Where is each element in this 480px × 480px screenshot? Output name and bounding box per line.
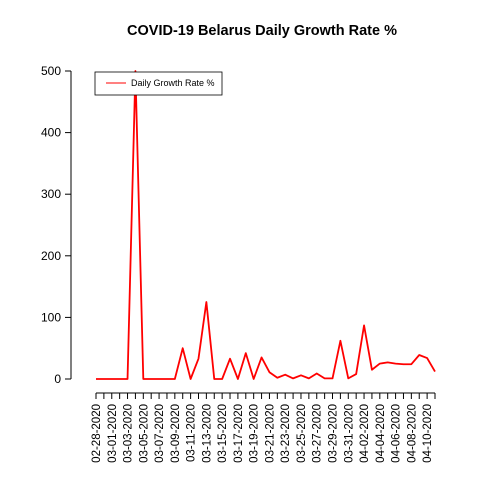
series-layer	[96, 71, 435, 379]
x-tick-label: 04-06-2020	[391, 404, 403, 463]
legend-label: Daily Growth Rate %	[131, 78, 215, 88]
x-tick-label: 03-27-2020	[312, 404, 324, 463]
x-tick-label: 03-19-2020	[249, 404, 261, 463]
y-tick-label: 100	[41, 310, 61, 324]
x-tick-label: 03-25-2020	[296, 404, 308, 463]
y-tick-label: 300	[41, 187, 61, 201]
y-tick-label: 0	[54, 372, 61, 386]
x-tick-label: 04-08-2020	[406, 404, 418, 463]
x-tick-label: 04-10-2020	[422, 404, 434, 463]
x-tick-label: 03-17-2020	[233, 404, 245, 463]
x-tick-label: 03-11-2020	[186, 404, 198, 462]
x-tick-label: 03-01-2020	[107, 404, 119, 463]
x-tick-label: 03-23-2020	[280, 404, 292, 463]
x-axis: 02-28-2020 03-01-2020 03-03-2020 03-05-2020…	[91, 393, 435, 463]
x-tick-label: 02-28-2020	[91, 404, 103, 463]
x-tick-label: 03-29-2020	[328, 404, 340, 463]
x-tick-label: 04-04-2020	[375, 404, 387, 463]
x-tick-label: 03-31-2020	[343, 404, 355, 463]
y-axis: 0 100 200 300 400 500	[41, 64, 71, 386]
series-line-daily-growth-rate	[96, 71, 435, 379]
x-tick-label: 03-05-2020	[138, 404, 150, 463]
x-tick-label: 03-21-2020	[264, 404, 276, 463]
chart-title: COVID-19 Belarus Daily Growth Rate %	[127, 23, 397, 39]
legend: Daily Growth Rate %	[95, 72, 222, 95]
x-tick-label: 03-09-2020	[170, 404, 182, 463]
x-tick-label: 03-07-2020	[154, 404, 166, 463]
y-tick-label: 500	[41, 64, 61, 78]
y-tick-label: 400	[41, 126, 61, 140]
y-tick-label: 200	[41, 249, 61, 263]
x-tick-label: 03-03-2020	[123, 404, 135, 463]
x-tick-label: 04-02-2020	[359, 404, 371, 463]
x-tick-label: 03-15-2020	[217, 404, 229, 463]
x-tick-label: 03-13-2020	[201, 404, 213, 463]
